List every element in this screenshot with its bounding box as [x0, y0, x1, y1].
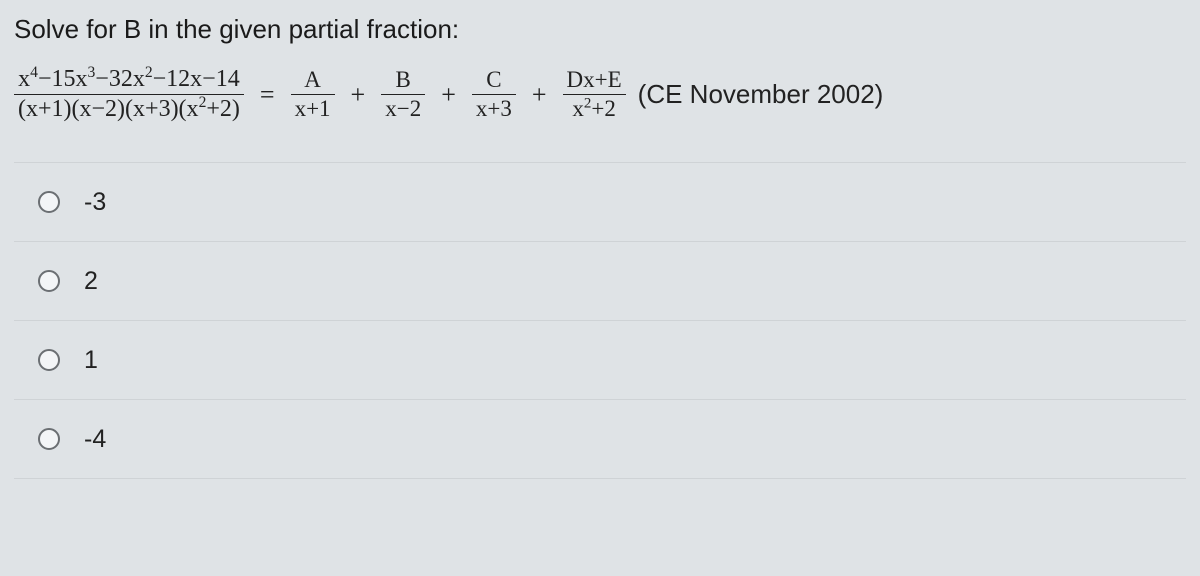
- term-a-num: A: [300, 68, 325, 92]
- option-label: 1: [84, 346, 98, 375]
- fraction-bar: [472, 94, 516, 95]
- plus-sign: +: [526, 80, 553, 110]
- option-row[interactable]: 1: [14, 321, 1186, 400]
- term-b-den: x−2: [381, 97, 425, 121]
- term-b-num: B: [392, 68, 415, 92]
- term-c-den: x+3: [472, 97, 516, 121]
- radio-icon[interactable]: [38, 191, 60, 213]
- plus-sign: +: [345, 80, 372, 110]
- radio-icon[interactable]: [38, 270, 60, 292]
- equation: x4−15x3−32x2−12x−14 (x+1)(x−2)(x+3)(x2+2…: [14, 67, 1186, 122]
- equals-sign: =: [254, 80, 281, 110]
- term-b: B x−2: [381, 68, 425, 121]
- question-prompt: Solve for B in the given partial fractio…: [14, 14, 1186, 45]
- fraction-bar: [381, 94, 425, 95]
- radio-icon[interactable]: [38, 349, 60, 371]
- lhs-denominator: (x+1)(x−2)(x+3)(x2+2): [14, 97, 244, 122]
- fraction-bar: [291, 94, 335, 95]
- lhs-numerator: x4−15x3−32x2−12x−14: [14, 67, 244, 92]
- exam-source: (CE November 2002): [638, 79, 884, 110]
- option-label: -4: [84, 425, 106, 454]
- term-c: C x+3: [472, 68, 516, 121]
- term-a: A x+1: [291, 68, 335, 121]
- option-row[interactable]: -3: [14, 163, 1186, 242]
- option-row[interactable]: 2: [14, 242, 1186, 321]
- question-container: Solve for B in the given partial fractio…: [0, 0, 1200, 479]
- options-list: -3 2 1 -4: [14, 162, 1186, 479]
- radio-icon[interactable]: [38, 428, 60, 450]
- term-de: Dx+E x2+2: [563, 68, 626, 121]
- option-row[interactable]: -4: [14, 400, 1186, 479]
- term-de-den: x2+2: [568, 97, 619, 121]
- term-a-den: x+1: [291, 97, 335, 121]
- option-label: -3: [84, 188, 106, 217]
- lhs-fraction: x4−15x3−32x2−12x−14 (x+1)(x−2)(x+3)(x2+2…: [14, 67, 244, 122]
- plus-sign: +: [435, 80, 462, 110]
- option-label: 2: [84, 267, 98, 296]
- term-de-num: Dx+E: [563, 68, 626, 92]
- term-c-num: C: [482, 68, 505, 92]
